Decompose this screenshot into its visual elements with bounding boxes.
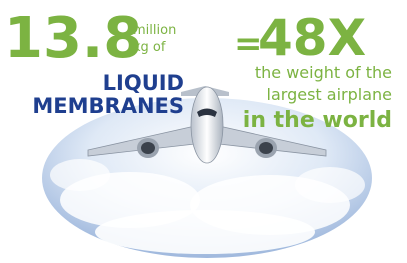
- infographic: 13.8 million kg of LIQUID MEMBRANES = 48…: [0, 0, 407, 263]
- unit-text: kg of: [133, 40, 166, 55]
- unit-text: million: [133, 23, 176, 38]
- caption: the weight of the: [255, 63, 392, 82]
- caption: largest airplane: [267, 85, 392, 104]
- big-number: 48X: [258, 9, 366, 67]
- big-number: 13.8: [4, 6, 142, 71]
- headline: LIQUID: [103, 71, 184, 95]
- caption-bold: in the world: [243, 108, 392, 133]
- headline: MEMBRANES: [32, 94, 184, 118]
